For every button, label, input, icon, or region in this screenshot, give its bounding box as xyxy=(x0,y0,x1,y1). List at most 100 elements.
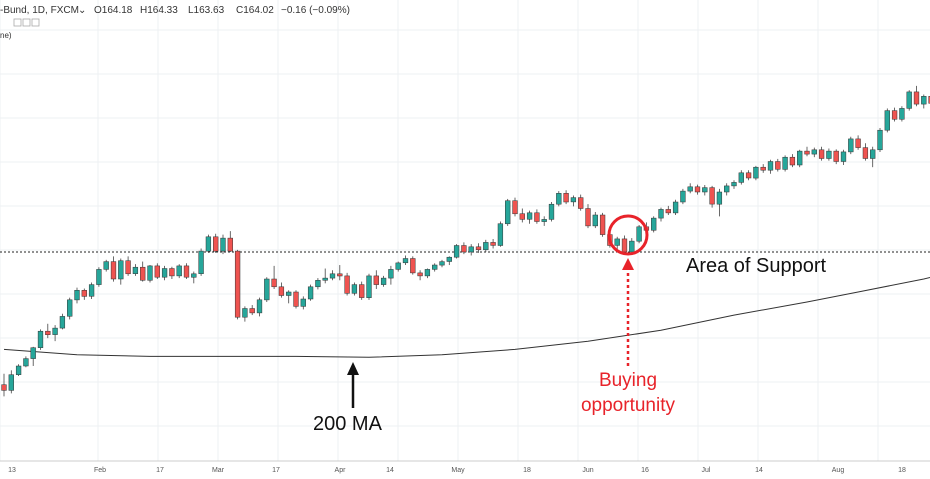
candle xyxy=(402,255,409,266)
candle-body-up xyxy=(307,286,314,300)
candle-body-down xyxy=(1,384,7,391)
candle-body-down xyxy=(475,246,482,251)
candle-body-up xyxy=(286,291,292,296)
candle-body-up xyxy=(176,265,182,277)
candle xyxy=(125,256,131,276)
candle-body-down xyxy=(519,213,525,220)
candle-body-up xyxy=(738,172,744,183)
candle-body-up xyxy=(826,150,832,159)
candle-body-up xyxy=(446,256,452,262)
candle-body-up xyxy=(811,149,817,155)
candle xyxy=(811,147,817,158)
candle xyxy=(453,244,460,259)
symbol-chevron-icon[interactable]: ⌄ xyxy=(78,5,86,16)
candle xyxy=(380,275,387,287)
candle-body-up xyxy=(505,200,511,225)
candle xyxy=(110,256,117,282)
candle xyxy=(88,282,95,299)
candle-body-down xyxy=(417,272,423,277)
candle-body-down xyxy=(81,290,87,297)
study-label: ne) xyxy=(0,31,12,40)
candle xyxy=(738,170,744,185)
candle-body-up xyxy=(753,166,759,179)
candle-body-up xyxy=(629,240,635,253)
candle xyxy=(468,244,474,256)
ma-label: 200 MA xyxy=(313,413,383,435)
candle xyxy=(687,183,693,194)
candle-body-up xyxy=(242,308,248,318)
x-tick-label: Jun xyxy=(582,467,593,474)
candle xyxy=(526,210,533,224)
candle xyxy=(826,148,832,161)
candle xyxy=(563,190,569,205)
x-tick-label: 17 xyxy=(272,467,280,474)
candle xyxy=(556,191,562,207)
candle-body-down xyxy=(855,138,861,148)
candle-body-down xyxy=(110,261,117,280)
candle xyxy=(716,188,723,217)
candle xyxy=(351,282,358,296)
candle xyxy=(359,281,365,300)
low-value: L163.63 xyxy=(188,5,225,16)
candle xyxy=(745,170,752,181)
candle xyxy=(570,195,577,207)
candle-body-up xyxy=(388,269,394,279)
candle xyxy=(490,238,496,249)
candle xyxy=(242,306,248,322)
candle xyxy=(81,288,87,300)
candle-body-down xyxy=(344,275,350,294)
candle-body-down xyxy=(490,242,496,246)
candle xyxy=(585,204,591,229)
candle-body-up xyxy=(220,237,226,252)
x-tick-label: 18 xyxy=(523,467,531,474)
settings-icon[interactable] xyxy=(22,18,31,27)
candle-body-up xyxy=(439,261,445,266)
candle-body-down xyxy=(227,237,233,252)
candle-body-up xyxy=(88,284,95,297)
candle-body-down xyxy=(183,265,190,278)
candle-body-up xyxy=(870,149,876,159)
candle-body-down xyxy=(775,161,781,170)
candle-body-down xyxy=(45,330,51,335)
candle-body-up xyxy=(96,269,102,285)
candle-body-down xyxy=(709,187,715,205)
x-tick-label: 16 xyxy=(641,467,649,474)
candle-body-down xyxy=(234,250,241,318)
candle-body-down xyxy=(563,193,569,203)
candle-body-up xyxy=(315,280,321,288)
candle-body-down xyxy=(534,212,540,222)
candle xyxy=(921,94,927,109)
candle-body-up xyxy=(702,187,708,193)
candle-body-up xyxy=(380,277,387,285)
candle-body-up xyxy=(300,298,306,307)
candle xyxy=(461,242,467,255)
candle xyxy=(176,264,182,279)
candle xyxy=(789,154,796,168)
candle xyxy=(1,373,7,397)
candle xyxy=(446,256,452,266)
close-icon[interactable] xyxy=(31,18,40,27)
study-controls[interactable] xyxy=(13,18,40,27)
candle xyxy=(906,90,912,111)
buying-label-line2: opportunity xyxy=(581,395,676,416)
x-tick-labels: 13 Feb 17 Mar 17 Apr 14 May 18 Jun 16 Jul 14 Aug 18 xyxy=(8,467,906,474)
candle-body-down xyxy=(373,275,379,285)
candle xyxy=(439,259,445,268)
candle-body-up xyxy=(483,242,489,251)
candle xyxy=(913,85,920,107)
x-tick-label: Apr xyxy=(335,467,347,474)
symbol-label[interactable]: -Bund, 1D, FXCM xyxy=(0,5,79,16)
candle-body-up xyxy=(329,273,336,279)
candle xyxy=(548,201,555,222)
x-tick-label: 18 xyxy=(898,467,906,474)
candle xyxy=(672,199,679,216)
candle-body-down xyxy=(278,286,285,296)
candle-body-down xyxy=(359,284,365,298)
eye-icon[interactable] xyxy=(13,18,22,27)
candle-body-down xyxy=(789,156,796,166)
candles xyxy=(1,85,930,397)
candle xyxy=(256,297,263,317)
candle xyxy=(140,261,146,282)
candle-body-down xyxy=(804,150,810,155)
